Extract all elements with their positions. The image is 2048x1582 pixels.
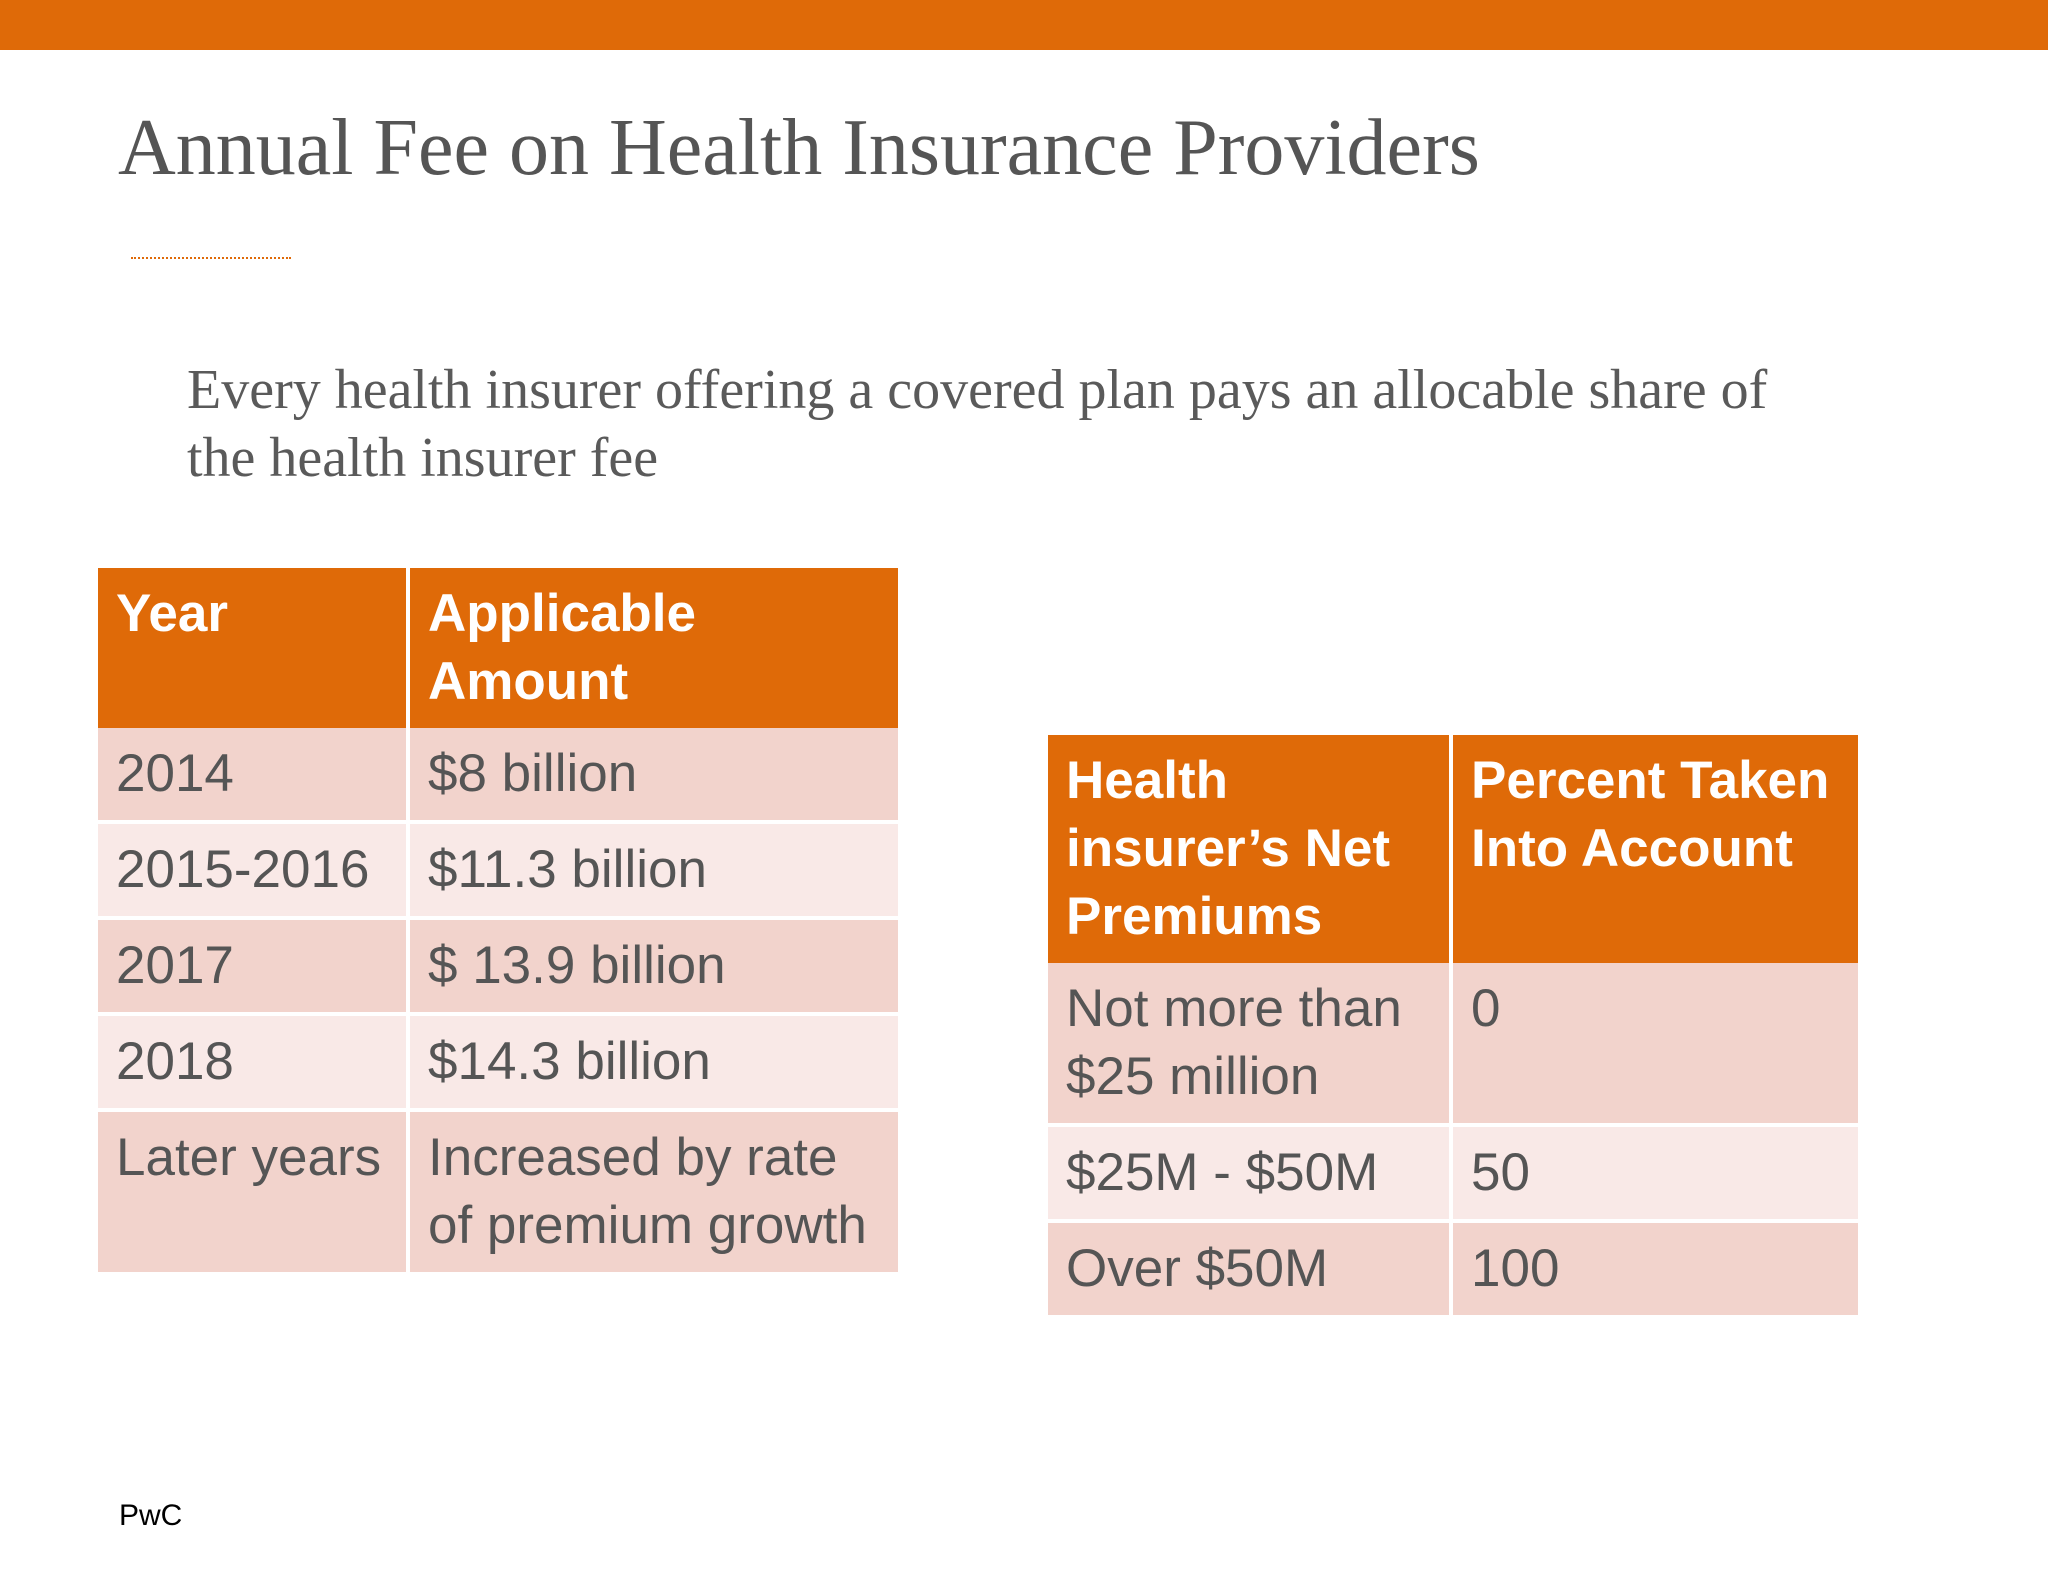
- applicable-amount-table: Year Applicable Amount 2014 $8 billion 2…: [98, 568, 898, 1272]
- year-cell: 2014: [98, 728, 410, 824]
- table-row: 2014 $8 billion: [98, 728, 898, 824]
- table-header-row: Health insurer’s Net Premiums Percent Ta…: [1048, 735, 1858, 963]
- percent-cell: 100: [1453, 1223, 1858, 1315]
- top-accent-bar: [0, 0, 2048, 50]
- amount-cell: Increased by rate of premium growth: [410, 1112, 898, 1272]
- net-premiums-cell: Not more than $25 million: [1048, 963, 1453, 1127]
- column-header-year: Year: [98, 568, 410, 728]
- slide-subtitle: Every health insurer offering a covered …: [187, 359, 1768, 489]
- year-cell: Later years: [98, 1112, 410, 1272]
- column-header-applicable-amount: Applicable Amount: [410, 568, 898, 728]
- percent-cell: 0: [1453, 963, 1858, 1127]
- title-underline: [131, 257, 291, 259]
- table-row: $25M - $50M 50: [1048, 1127, 1858, 1223]
- table-header-row: Year Applicable Amount: [98, 568, 898, 728]
- table-row: 2017 $ 13.9 billion: [98, 920, 898, 1016]
- year-cell: 2017: [98, 920, 410, 1016]
- table-row: 2015-2016 $11.3 billion: [98, 824, 898, 920]
- net-premiums-cell: $25M - $50M: [1048, 1127, 1453, 1223]
- table-row: 2018 $14.3 billion: [98, 1016, 898, 1112]
- amount-cell: $11.3 billion: [410, 824, 898, 920]
- table-row: Over $50M 100: [1048, 1223, 1858, 1315]
- table-row: Later years Increased by rate of premium…: [98, 1112, 898, 1272]
- amount-cell: $8 billion: [410, 728, 898, 824]
- footer-brand: PwC: [119, 1499, 183, 1532]
- net-premiums-table: Health insurer’s Net Premiums Percent Ta…: [1048, 735, 1858, 1315]
- percent-cell: 50: [1453, 1127, 1858, 1223]
- column-header-percent-taken: Percent Taken Into Account: [1453, 735, 1858, 963]
- year-cell: 2018: [98, 1016, 410, 1112]
- net-premiums-cell: Over $50M: [1048, 1223, 1453, 1315]
- slide-title: Annual Fee on Health Insurance Providers: [118, 104, 1480, 192]
- amount-cell: $ 13.9 billion: [410, 920, 898, 1016]
- amount-cell: $14.3 billion: [410, 1016, 898, 1112]
- year-cell: 2015-2016: [98, 824, 410, 920]
- table-row: Not more than $25 million 0: [1048, 963, 1858, 1127]
- column-header-net-premiums: Health insurer’s Net Premiums: [1048, 735, 1453, 963]
